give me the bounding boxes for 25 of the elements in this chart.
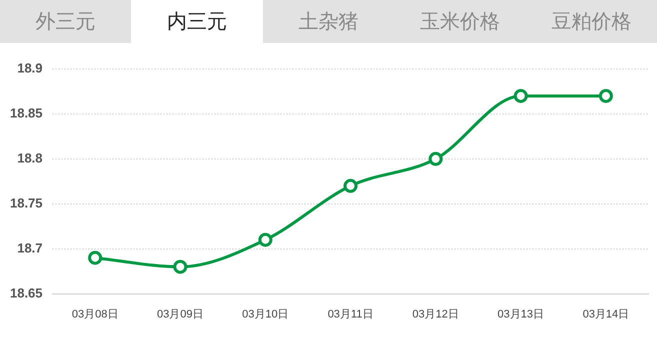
x-tick-label: 03月13日 <box>498 308 544 320</box>
y-tick-label: 18.9 <box>17 60 43 76</box>
text: 内三元 <box>131 0 263 43</box>
x-tick-label: 03月09日 <box>156 308 204 320</box>
y-tick-label: 18.75 <box>10 195 43 210</box>
point <box>88 250 102 265</box>
point <box>598 88 613 103</box>
text: 外三元 <box>34 8 97 35</box>
y-tick-label: 18.8 <box>17 150 43 166</box>
point <box>428 152 443 166</box>
point <box>173 260 188 274</box>
x-tick-label: 03月14日 <box>582 308 630 320</box>
point <box>514 88 528 103</box>
x-tick-label: 03月12日 <box>412 308 459 320</box>
text: 豆粕价格 <box>550 8 632 35</box>
text: 土杂猪 <box>298 8 360 35</box>
point <box>258 232 272 247</box>
x-tick-label: 03月08日 <box>72 308 118 320</box>
x-tick-label: 03月10日 <box>242 308 289 320</box>
y-tick-label: 18.7 <box>17 240 43 256</box>
x-tick-label: 03月11日 <box>328 308 374 320</box>
y-tick-label: 18.65 <box>10 285 43 300</box>
text: 玉米价格 <box>418 8 501 35</box>
y-tick-label: 18.85 <box>10 106 43 121</box>
point <box>344 178 358 193</box>
